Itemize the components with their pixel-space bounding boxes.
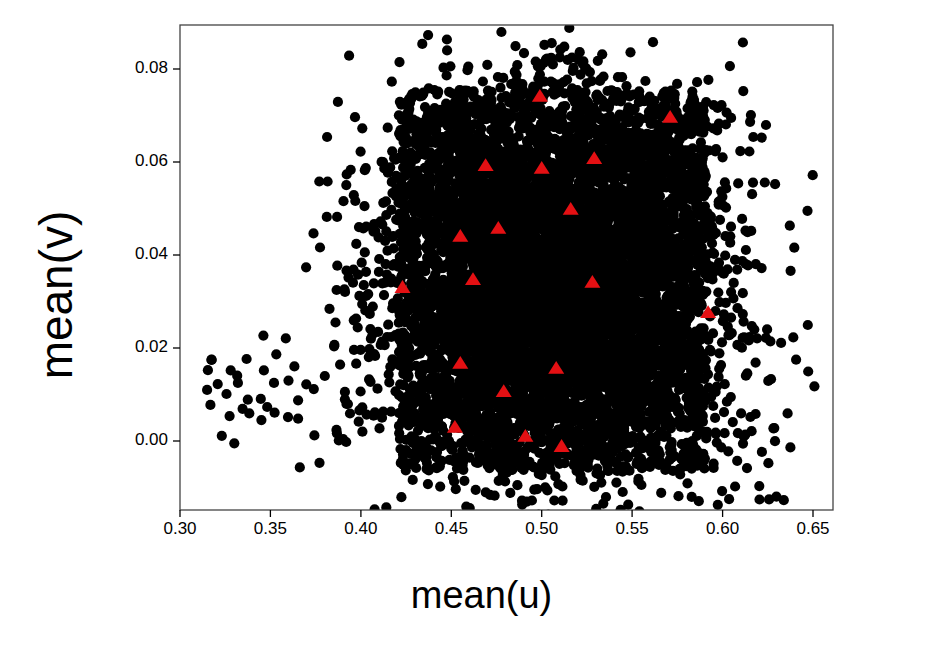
svg-text:mean(v): mean(v): [30, 211, 82, 380]
svg-text:0.06: 0.06: [135, 151, 168, 170]
svg-text:0.08: 0.08: [135, 58, 168, 77]
svg-text:0.04: 0.04: [135, 244, 168, 263]
svg-text:0.60: 0.60: [706, 519, 739, 538]
svg-text:0.30: 0.30: [163, 519, 196, 538]
svg-text:0.40: 0.40: [344, 519, 377, 538]
svg-text:0.35: 0.35: [254, 519, 287, 538]
svg-text:mean(u): mean(u): [411, 574, 553, 616]
svg-text:0.55: 0.55: [616, 519, 649, 538]
svg-text:0.00: 0.00: [135, 430, 168, 449]
svg-text:0.50: 0.50: [525, 519, 558, 538]
svg-text:0.65: 0.65: [796, 519, 829, 538]
svg-text:0.02: 0.02: [135, 337, 168, 356]
svg-text:0.45: 0.45: [435, 519, 468, 538]
